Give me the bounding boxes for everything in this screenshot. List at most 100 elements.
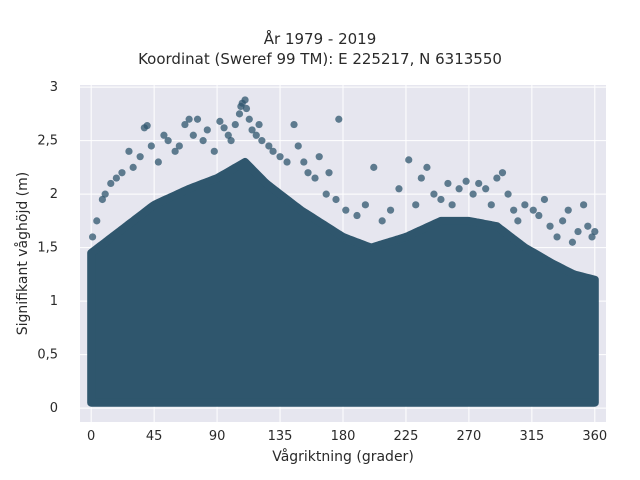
scatter-point xyxy=(591,227,599,236)
x-axis-ticks: 0 45 90 135 180 225 270 315 360 xyxy=(87,429,607,444)
x-tick-label: 0 xyxy=(87,429,95,444)
chart-subtitle: Koordinat (Sweref 99 TM): E 225217, N 63… xyxy=(138,50,502,68)
scatter-point xyxy=(245,115,253,123)
chart-title: År 1979 - 2019 xyxy=(263,30,377,48)
scatter-point xyxy=(386,206,395,214)
scatter-point xyxy=(469,190,477,198)
scatter-point xyxy=(252,131,260,139)
scatter-point xyxy=(437,195,445,204)
scatter-point xyxy=(448,201,456,209)
scatter-point xyxy=(535,211,543,220)
scatter-point xyxy=(88,233,97,241)
scatter-point xyxy=(521,201,529,209)
scatter-point xyxy=(510,206,518,214)
scatter-point xyxy=(258,137,266,145)
scatter-point xyxy=(224,131,232,139)
x-tick-label: 135 xyxy=(268,429,293,444)
scatter-point xyxy=(248,126,256,134)
scatter-point xyxy=(584,222,592,230)
scatter-point xyxy=(514,217,522,225)
scatter-point xyxy=(405,156,413,164)
scatter-point xyxy=(143,122,151,130)
scatter-point xyxy=(574,227,582,236)
y-tick-label: 2 xyxy=(50,187,58,202)
scatter-point xyxy=(164,137,172,145)
scatter-point xyxy=(455,185,463,193)
scatter-point xyxy=(335,115,343,123)
dense-cloud-shape xyxy=(87,158,599,407)
scatter-point xyxy=(136,153,144,161)
scatter-point xyxy=(504,190,512,198)
dense-point-cloud xyxy=(87,158,599,407)
scatter-point xyxy=(430,190,438,198)
scatter-point xyxy=(498,169,507,177)
scatter-point xyxy=(227,137,235,145)
scatter-point xyxy=(482,185,490,193)
scatter-point xyxy=(300,158,308,166)
y-tick-label: 0,5 xyxy=(37,348,58,363)
scatter-point xyxy=(559,217,567,225)
scatter-point xyxy=(529,206,537,214)
scatter-point xyxy=(101,190,109,198)
scatter-point xyxy=(118,169,126,177)
scatter-point xyxy=(342,206,350,214)
scatter-point xyxy=(462,177,470,185)
scatter-point xyxy=(332,195,340,204)
x-tick-label: 360 xyxy=(582,429,607,444)
y-tick-label: 0 xyxy=(50,401,58,416)
scatter-point xyxy=(395,185,403,193)
x-tick-label: 315 xyxy=(519,429,544,444)
scatter-point xyxy=(444,179,452,188)
scatter-point xyxy=(417,174,425,182)
scatter-point xyxy=(325,169,333,177)
scatter-point xyxy=(553,233,561,241)
scatter-point xyxy=(175,142,183,150)
x-tick-label: 180 xyxy=(331,429,356,444)
scatter-point xyxy=(493,174,501,182)
scatter-point xyxy=(361,201,369,209)
scatter-point xyxy=(370,163,378,171)
scatter-point xyxy=(378,217,386,225)
scatter-point xyxy=(199,137,207,145)
x-tick-label: 45 xyxy=(146,429,163,444)
scatter-point xyxy=(147,142,155,150)
y-tick-label: 2,5 xyxy=(37,134,58,149)
scatter-point xyxy=(98,195,106,204)
scatter-point xyxy=(160,131,168,139)
scatter-point xyxy=(265,142,273,150)
scatter-point xyxy=(231,120,239,129)
scatter-point xyxy=(241,96,249,104)
scatter-point xyxy=(203,126,211,134)
y-axis-label: Signifikant våghöjd (m) xyxy=(14,172,31,335)
scatter-point xyxy=(353,211,361,220)
scatter-points xyxy=(88,96,599,246)
scatter-point xyxy=(235,110,244,118)
scatter-point xyxy=(125,147,133,155)
scatter-point xyxy=(185,115,193,123)
scatter-point xyxy=(193,115,202,123)
y-tick-label: 1,5 xyxy=(37,241,58,256)
x-tick-label: 225 xyxy=(394,429,419,444)
scatter-point xyxy=(220,124,228,132)
y-tick-label: 3 xyxy=(50,80,58,95)
scatter-point xyxy=(154,158,162,166)
y-axis-ticks: 0 0,5 1 1,5 2 2,5 3 xyxy=(37,80,58,416)
scatter-point xyxy=(311,174,319,182)
scatter-point xyxy=(304,169,312,177)
scatter-point xyxy=(129,163,137,171)
scatter-point xyxy=(564,206,572,214)
scatter-point xyxy=(588,233,596,241)
scatter-point xyxy=(171,147,179,155)
scatter-point xyxy=(216,117,224,125)
scatter-point xyxy=(322,190,330,198)
scatter-point xyxy=(294,142,302,150)
scatter-point xyxy=(546,222,554,230)
scatter-point xyxy=(93,217,101,225)
scatter-point xyxy=(568,238,577,246)
x-axis-label: Vågriktning (grader) xyxy=(272,448,414,465)
scatter-point xyxy=(210,147,218,155)
scatter-point xyxy=(580,201,588,209)
x-tick-label: 270 xyxy=(456,429,481,444)
scatter-point xyxy=(283,158,291,166)
scatter-point xyxy=(540,195,549,204)
